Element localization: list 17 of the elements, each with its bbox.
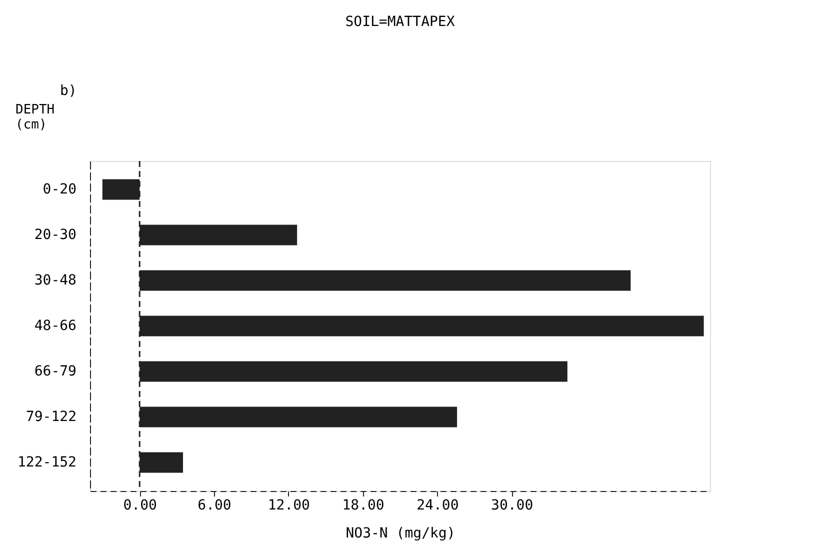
x-tick-label: 24.00 [416,498,459,514]
y-tick-label: 20-30 [34,226,76,243]
x-tick-label: 0.00 [123,498,157,514]
x-tick-label: 6.00 [198,498,232,514]
y-tick-label: 30-48 [34,272,76,288]
x-tick-label: 12.00 [268,498,310,514]
x-tick-label: 18.00 [342,498,384,514]
x-axis-title: NO3-N (mg/kg) [346,526,456,542]
y-axis-title: DEPTH (cm) [16,102,55,132]
text: b) [60,83,77,99]
y-tick-label: 48-66 [34,318,76,334]
chart-title: SOIL=MATTAPEX [345,14,456,30]
y-tick-label: 122-152 [17,454,76,471]
y-tick-label: 0-20 [42,181,76,198]
x-tick-label: 30.00 [491,498,534,514]
y-tick-label: 66-79 [34,364,76,380]
y-tick-label: 79-122 [26,409,76,426]
